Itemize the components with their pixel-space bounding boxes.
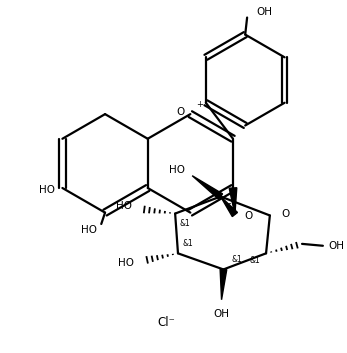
Text: O: O <box>281 209 289 219</box>
Polygon shape <box>221 197 237 217</box>
Text: +: + <box>196 100 203 109</box>
Text: HO: HO <box>118 258 134 268</box>
Polygon shape <box>192 176 222 199</box>
Text: HO: HO <box>39 185 55 195</box>
Text: O: O <box>244 211 253 221</box>
Text: &1: &1 <box>226 203 237 213</box>
Text: OH: OH <box>329 241 345 251</box>
Text: Cl⁻: Cl⁻ <box>158 316 176 329</box>
Text: &1: &1 <box>180 219 191 228</box>
Text: &1: &1 <box>249 256 260 265</box>
Text: OH: OH <box>213 309 230 319</box>
Polygon shape <box>229 188 237 215</box>
Text: OH: OH <box>256 7 273 17</box>
Text: HO: HO <box>169 165 185 175</box>
Text: O: O <box>176 107 185 117</box>
Text: HO: HO <box>116 201 132 211</box>
Polygon shape <box>220 269 227 300</box>
Text: &1: &1 <box>231 256 242 264</box>
Text: HO: HO <box>82 225 98 235</box>
Text: &1: &1 <box>183 239 194 249</box>
